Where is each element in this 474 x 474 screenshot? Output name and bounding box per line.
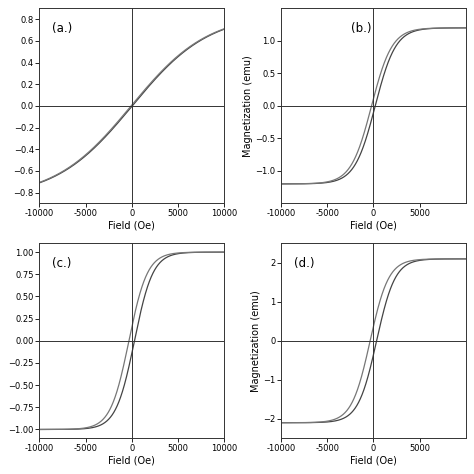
Text: (d.): (d.) (294, 257, 315, 270)
Y-axis label: Magnetization (emu): Magnetization (emu) (251, 290, 261, 392)
X-axis label: Field (Oe): Field (Oe) (108, 221, 155, 231)
Text: (c.): (c.) (52, 257, 72, 270)
X-axis label: Field (Oe): Field (Oe) (108, 456, 155, 465)
Y-axis label: Magnetization (emu): Magnetization (emu) (243, 55, 253, 157)
Text: (b.): (b.) (351, 22, 372, 35)
X-axis label: Field (Oe): Field (Oe) (350, 221, 397, 231)
Text: (a.): (a.) (52, 22, 73, 35)
X-axis label: Field (Oe): Field (Oe) (350, 456, 397, 465)
